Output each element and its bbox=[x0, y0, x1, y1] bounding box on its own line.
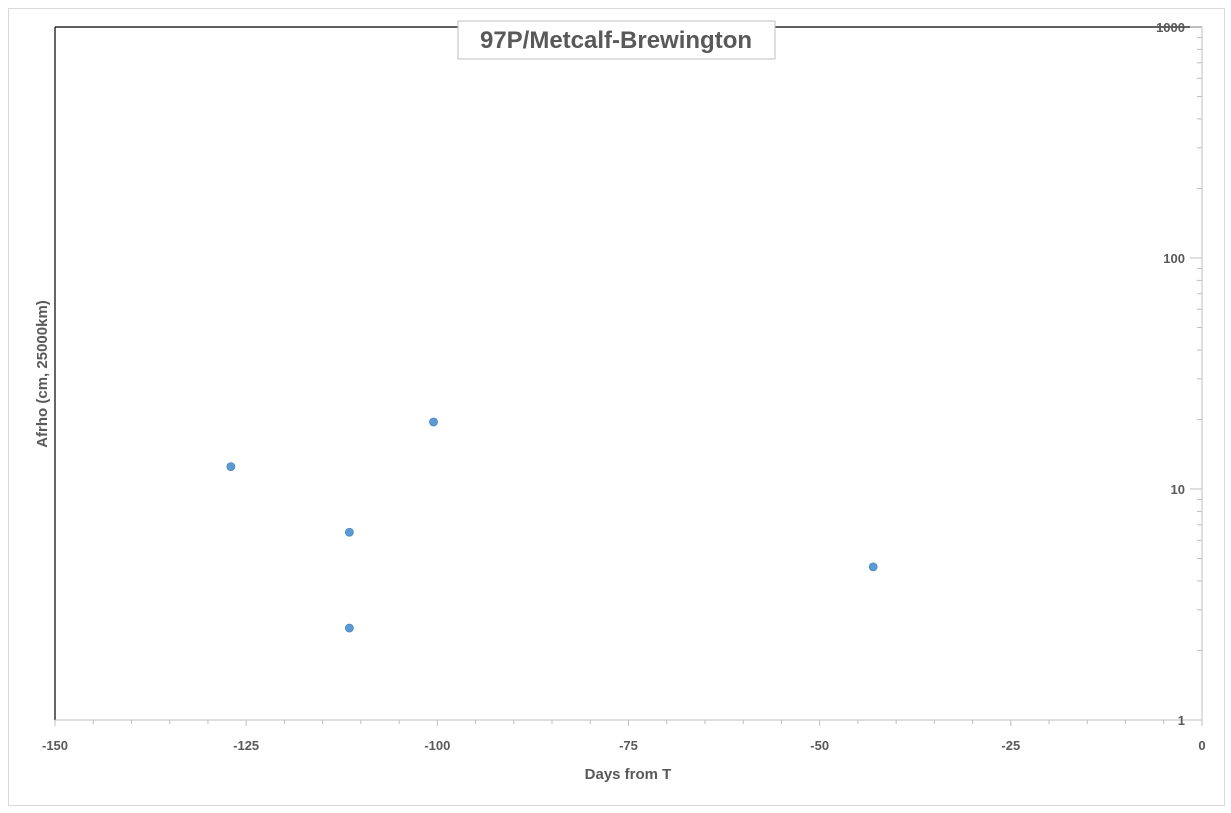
y-axis-ticks: 1 10 100 1000 bbox=[1156, 20, 1202, 728]
plot-area-frame bbox=[54, 26, 1203, 721]
y-axis-title: Afrho (cm, 25000km) bbox=[34, 300, 51, 448]
x-axis-ticks: -150 -125 -100 -75 -50 -25 0 bbox=[42, 720, 1206, 753]
y-tick-label: 1 bbox=[1178, 713, 1185, 728]
data-point bbox=[344, 623, 354, 633]
x-tick-label: -75 bbox=[619, 738, 638, 753]
data-point bbox=[344, 527, 354, 537]
x-tick-label: -25 bbox=[1001, 738, 1020, 753]
x-tick-label: -50 bbox=[810, 738, 829, 753]
data-points bbox=[226, 417, 878, 633]
x-tick-label: 0 bbox=[1198, 738, 1205, 753]
chart-area bbox=[8, 8, 1225, 806]
x-tick-label: -100 bbox=[424, 738, 450, 753]
chart-title-box: 97P/Metcalf-Brewington bbox=[457, 20, 776, 60]
chart-title-background bbox=[457, 20, 776, 60]
y-tick-label: 1000 bbox=[1156, 20, 1185, 35]
x-axis-title: Days from T bbox=[585, 766, 672, 783]
x-tick-label: -150 bbox=[42, 738, 68, 753]
data-point bbox=[868, 562, 878, 572]
y-tick-label: 100 bbox=[1163, 251, 1185, 266]
chart-title: 97P/Metcalf-Brewington bbox=[480, 27, 752, 54]
data-point bbox=[226, 462, 236, 472]
y-tick-label: 10 bbox=[1171, 482, 1185, 497]
x-tick-label: -125 bbox=[233, 738, 259, 753]
data-point bbox=[429, 417, 438, 427]
